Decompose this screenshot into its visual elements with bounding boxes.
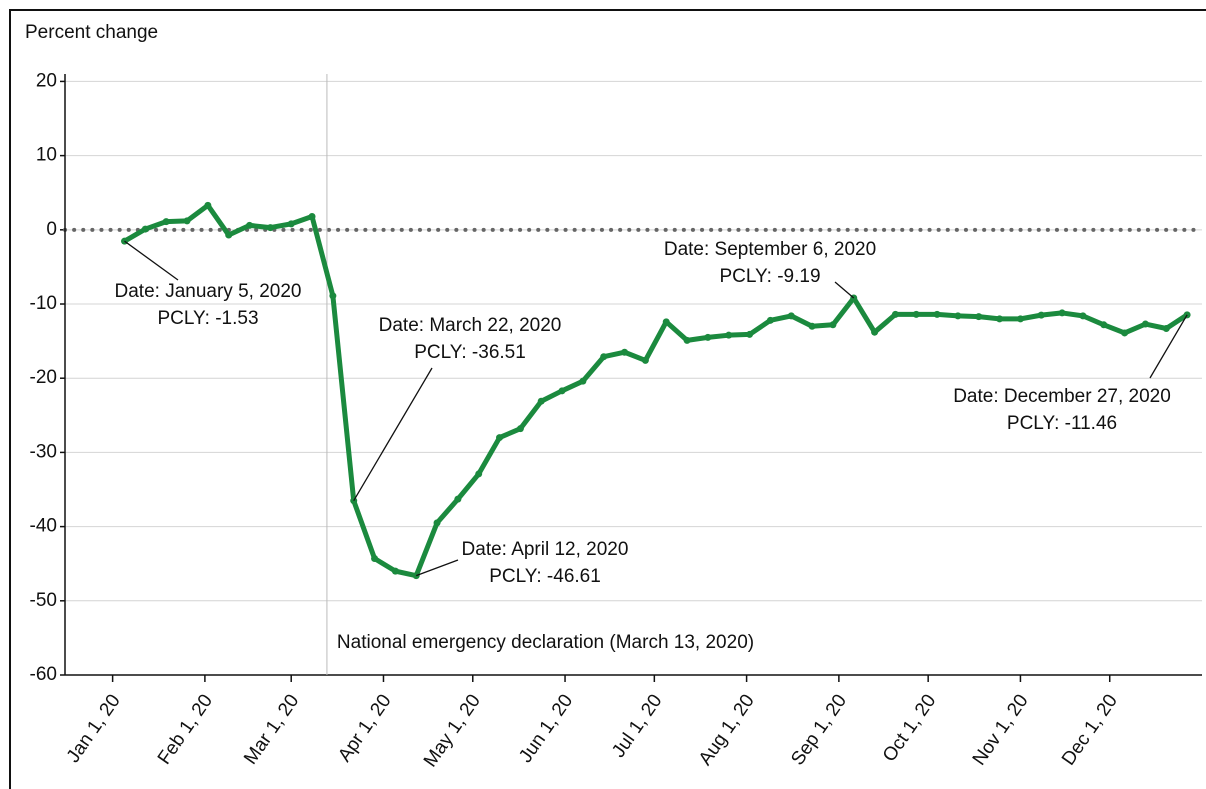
annotation-leader (834, 281, 855, 299)
data-point (1121, 329, 1129, 337)
annotation-leader (415, 559, 459, 577)
data-point (579, 377, 587, 385)
x-tick-label: Aug 1, 20 (695, 691, 759, 770)
y-tick-label: -60 (30, 664, 57, 685)
x-tick-label: Nov 1, 20 (969, 691, 1033, 770)
annotation-leader (124, 240, 179, 281)
data-point (537, 397, 545, 405)
data-point (558, 387, 566, 395)
data-point (1037, 311, 1045, 319)
data-point (162, 218, 170, 226)
y-tick-label: -50 (30, 590, 57, 611)
data-point (662, 318, 670, 326)
x-tick-label: Feb 1, 20 (154, 691, 217, 769)
data-point (808, 322, 816, 330)
data-point (329, 292, 337, 300)
x-tick-label: Oct 1, 20 (879, 691, 940, 766)
frame (9, 9, 1206, 789)
data-point (516, 425, 524, 433)
data-point (287, 220, 295, 228)
data-line (123, 202, 1189, 579)
data-point (891, 310, 899, 318)
data-point (1058, 309, 1066, 317)
data-point (454, 495, 462, 503)
data-point (621, 348, 629, 356)
annotation-text: PCLY: -1.53 (157, 308, 258, 329)
y-tick-label: 0 (46, 219, 57, 240)
data-point (141, 225, 149, 233)
data-point (996, 315, 1004, 323)
data-point (933, 310, 941, 318)
y-tick-label: -20 (30, 367, 57, 388)
annotation-text: Date: December 27, 2020 (953, 386, 1171, 407)
annotation-text: PCLY: -46.61 (489, 566, 601, 587)
y-axis-label: Percent change (25, 22, 158, 43)
y-tick-label: 20 (36, 70, 57, 91)
data-point (204, 201, 212, 209)
data-point (829, 321, 837, 329)
data-point (787, 312, 795, 320)
data-point (704, 333, 712, 341)
data-point (496, 434, 504, 442)
x-tick-label: Mar 1, 20 (240, 691, 303, 769)
x-tick-label: Jul 1, 20 (608, 691, 666, 762)
event-label: National emergency declaration (March 13… (337, 632, 754, 653)
data-point (954, 312, 962, 320)
x-tick-label: Apr 1, 20 (334, 691, 395, 766)
y-tick-label: -10 (30, 293, 57, 314)
annotation-text: Date: March 22, 2020 (379, 315, 562, 336)
annotation-leader (1149, 314, 1188, 379)
annotation-leader (353, 367, 433, 502)
data-point (475, 470, 483, 478)
annotation-text: Date: September 6, 2020 (664, 239, 876, 260)
data-point (746, 330, 754, 338)
data-point (871, 328, 879, 336)
y-tick-label: -30 (30, 441, 57, 462)
data-point (308, 212, 316, 220)
data-point (725, 331, 733, 339)
data-point (600, 353, 608, 361)
data-point (1162, 324, 1170, 332)
data-point (371, 555, 379, 563)
x-tick-label: Dec 1, 20 (1058, 691, 1122, 770)
x-tick-label: Jun 1, 20 (515, 691, 577, 767)
x-tick-label: Jan 1, 20 (63, 691, 125, 767)
data-point (1100, 321, 1108, 329)
data-point (391, 567, 399, 575)
x-tick-label: May 1, 20 (420, 691, 485, 771)
data-point (912, 310, 920, 318)
annotation-text: PCLY: -36.51 (414, 342, 526, 363)
data-point (975, 313, 983, 321)
data-point (1141, 320, 1149, 328)
y-tick-label: -40 (30, 516, 57, 537)
y-tick-label: 10 (36, 145, 57, 166)
data-point (766, 316, 774, 324)
data-point (183, 217, 191, 225)
data-point (433, 519, 441, 527)
annotation-text: Date: January 5, 2020 (115, 281, 302, 302)
data-point (266, 224, 274, 232)
annotation-text: Date: April 12, 2020 (462, 539, 629, 560)
annotation-text: PCLY: -11.46 (1007, 413, 1117, 434)
x-tick-label: Sep 1, 20 (787, 691, 851, 770)
data-point (246, 221, 254, 229)
data-point (1016, 315, 1024, 323)
data-point (1079, 312, 1087, 320)
data-point (225, 231, 233, 239)
annotation-text: PCLY: -9.19 (719, 266, 820, 287)
data-point (641, 356, 649, 364)
data-point (683, 336, 691, 344)
